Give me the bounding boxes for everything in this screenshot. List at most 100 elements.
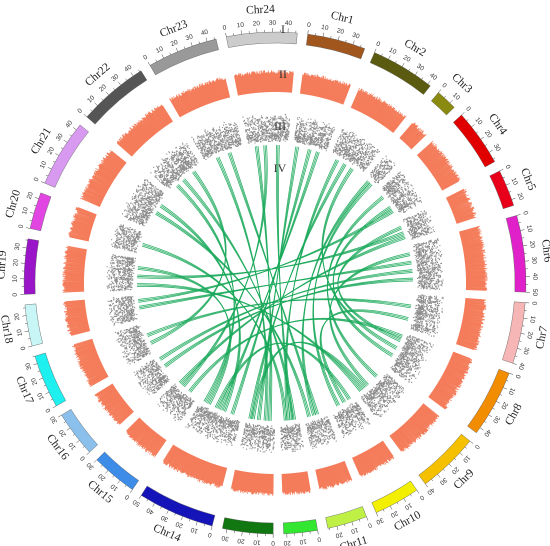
tick	[66, 427, 71, 431]
chr-band	[467, 368, 510, 434]
tick	[448, 463, 452, 467]
tick	[345, 39, 347, 43]
tick-label: 10	[299, 537, 307, 545]
scatter-points	[370, 155, 396, 184]
tick-label: 0	[76, 107, 84, 115]
tick-label: 40	[517, 362, 526, 371]
tick	[50, 398, 53, 401]
chr-band	[489, 170, 514, 210]
tick-label: 20	[46, 146, 56, 156]
chr-band	[149, 38, 219, 76]
tick	[499, 168, 504, 172]
tick-label: 0	[473, 443, 481, 451]
density-chr13	[230, 469, 274, 496]
chr-band	[505, 215, 527, 293]
tick	[520, 333, 525, 335]
tick-label: 20	[528, 240, 536, 249]
tick-label: 20	[450, 465, 460, 475]
tick	[438, 89, 442, 93]
tick	[82, 446, 85, 448]
link-1	[230, 148, 312, 415]
tick-label: 20	[389, 509, 399, 519]
scatter-chr2	[332, 129, 380, 172]
density-chr6	[458, 225, 488, 291]
tick-label: 20	[253, 20, 261, 28]
tick	[45, 174, 49, 177]
tick-label: 20	[170, 39, 180, 48]
ideogram-chr13: 0102030Chr13	[221, 517, 275, 546]
chr-label-chr19: Chr19	[0, 250, 9, 280]
tick	[517, 348, 522, 350]
tick	[60, 147, 63, 150]
chr-label-chr11: Chr11	[338, 534, 369, 546]
tick	[105, 470, 109, 474]
link-strand	[142, 242, 285, 421]
tick-label: 50	[531, 289, 538, 297]
scatter-chr16	[133, 359, 170, 395]
link-strand	[214, 342, 349, 408]
link-strand	[146, 299, 411, 335]
tick-label: 20	[174, 520, 184, 529]
link-31	[176, 184, 235, 403]
tick	[129, 489, 133, 494]
density-bars	[445, 188, 477, 224]
link-18	[155, 211, 311, 418]
tick-label: 30	[269, 20, 277, 27]
tick-label: 10	[510, 177, 519, 187]
scatter-chr14	[185, 406, 241, 446]
chr-band	[502, 301, 526, 364]
tick	[506, 380, 509, 382]
density-chr8	[428, 351, 473, 410]
tick-label: 10	[236, 22, 244, 30]
chr-band	[430, 92, 455, 116]
tick	[86, 451, 90, 456]
density-bars	[169, 77, 231, 118]
tick	[93, 459, 97, 463]
tick	[29, 220, 32, 222]
density-bars	[299, 72, 351, 105]
link-strand	[218, 156, 267, 421]
tick-label: 30	[49, 414, 59, 424]
tick	[351, 521, 354, 526]
chr-label-chr1: Chr1	[330, 9, 355, 26]
link-29	[254, 145, 273, 421]
tick-label: 30	[491, 415, 501, 425]
chr-label-chr7: Chr7	[534, 325, 550, 350]
tick	[408, 68, 411, 71]
tick-label: 40	[425, 486, 435, 496]
tick	[180, 516, 183, 521]
tick	[449, 99, 453, 104]
tick	[124, 484, 127, 488]
tick-label: 10	[451, 92, 461, 102]
density-chr17	[71, 338, 109, 387]
tick	[90, 109, 93, 112]
tick	[24, 330, 29, 332]
tick-label: 30	[521, 346, 530, 355]
scatter-points	[333, 402, 371, 438]
scatter-points	[111, 224, 142, 253]
link-28	[227, 152, 320, 415]
density-chr15	[126, 417, 167, 458]
tick	[375, 512, 379, 517]
tick	[55, 153, 59, 156]
ring-label-iv: IV	[274, 161, 287, 175]
scatter-points	[361, 373, 404, 417]
tick	[502, 176, 506, 179]
density-bars	[428, 351, 473, 410]
tick-label: 10	[67, 441, 77, 451]
density-chr24	[234, 70, 294, 96]
tick-label: 40	[64, 119, 74, 129]
tick-label: 10	[528, 315, 536, 324]
tick	[34, 197, 39, 199]
chr-label-chr24: Chr24	[246, 3, 276, 17]
tick	[22, 247, 27, 249]
tick	[464, 446, 467, 449]
scatter-points	[413, 238, 444, 290]
tick	[33, 205, 37, 207]
